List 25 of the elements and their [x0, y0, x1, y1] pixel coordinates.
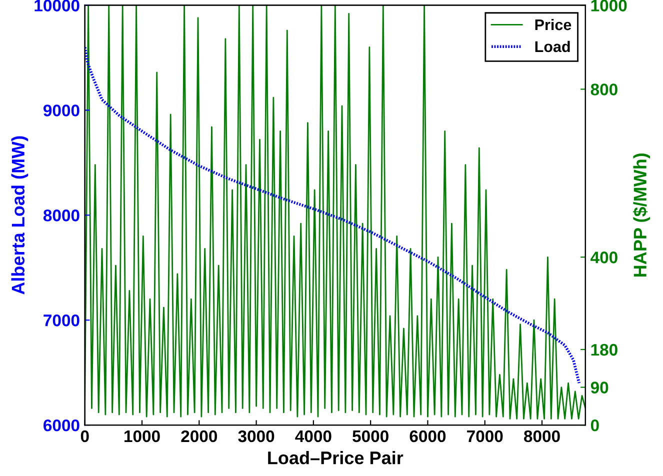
legend-label: Price: [535, 18, 572, 30]
y2-tick-label: 400: [590, 252, 618, 264]
y2-tick-label: 90: [590, 382, 608, 394]
y-tick-label: 7000: [44, 314, 80, 326]
y-axis-title: Alberta Load (MW): [11, 136, 28, 294]
legend-label: Load: [535, 40, 570, 52]
y2-tick-label: 1000: [591, 0, 627, 12]
x-tick-label: 6000: [410, 430, 446, 442]
x-tick-label: 8000: [524, 430, 560, 442]
x-tick-label: 4000: [295, 430, 332, 442]
x-tick-label: 7000: [467, 430, 503, 442]
x-tick-label: 2000: [181, 430, 218, 442]
x-tick-label: 0: [80, 430, 89, 442]
x-tick-label: 5000: [352, 430, 388, 442]
y-tick-label: 8000: [43, 210, 80, 222]
y2-tick-label: 0: [590, 419, 599, 432]
x-tick-label: 1000: [124, 430, 160, 442]
y2-tick-label: 800: [590, 84, 618, 96]
y2-tick-label: 180: [591, 344, 618, 356]
x-axis-title: Load–Price Pair: [268, 451, 404, 464]
x-tick-label: 3000: [238, 430, 274, 442]
y-tick-label: 10000: [34, 0, 80, 12]
y-tick-label: 6000: [44, 419, 80, 432]
y-tick-label: 9000: [44, 104, 80, 116]
y2-axis-title: HAPP ($/MWh): [632, 154, 650, 276]
